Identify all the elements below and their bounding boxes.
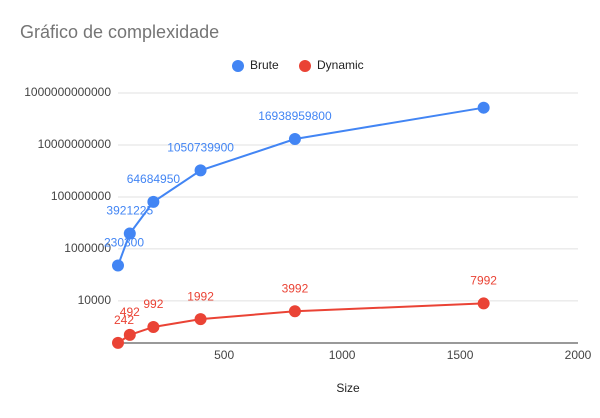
y-tick-label: 100000000 <box>51 189 111 203</box>
point <box>123 328 136 341</box>
data-label: 242 <box>114 313 134 327</box>
x-tick-label: 1500 <box>447 348 474 362</box>
chart-title: Gráfico de complexidade <box>20 22 219 42</box>
point <box>288 305 301 318</box>
data-label: 992 <box>143 297 163 311</box>
data-label: 3992 <box>282 281 309 295</box>
y-tick-label: 1000000000000 <box>24 85 111 99</box>
x-tick-label: 500 <box>214 348 234 362</box>
point <box>477 297 490 310</box>
legend-marker <box>232 60 244 72</box>
point <box>194 164 207 177</box>
point <box>477 101 490 114</box>
data-label: 1050739900 <box>167 141 234 155</box>
point <box>194 313 207 326</box>
data-label: 16938959800 <box>258 109 332 123</box>
point <box>123 227 136 240</box>
data-label: 3921225 <box>106 204 153 218</box>
point <box>147 320 160 333</box>
y-tick-label: 1000000 <box>64 241 111 255</box>
data-label: 492 <box>120 305 140 319</box>
y-tick-label: 10000 <box>78 293 112 307</box>
point <box>112 259 124 272</box>
point <box>147 195 160 208</box>
legend-marker <box>299 60 311 72</box>
point <box>288 133 301 146</box>
data-label: 64684950 <box>127 172 181 186</box>
legend-label: Brute <box>250 58 279 72</box>
data-label: 7992 <box>470 274 497 288</box>
point <box>112 336 124 349</box>
data-label: 1992 <box>187 289 214 303</box>
x-tick-label: 1000 <box>329 348 356 362</box>
data-label: 230300 <box>104 236 144 250</box>
x-tick-label: 2000 <box>565 348 592 362</box>
legend-label: Dynamic <box>317 58 364 72</box>
y-tick-label: 10000000000 <box>38 137 112 151</box>
x-axis-title: Size <box>336 381 360 395</box>
